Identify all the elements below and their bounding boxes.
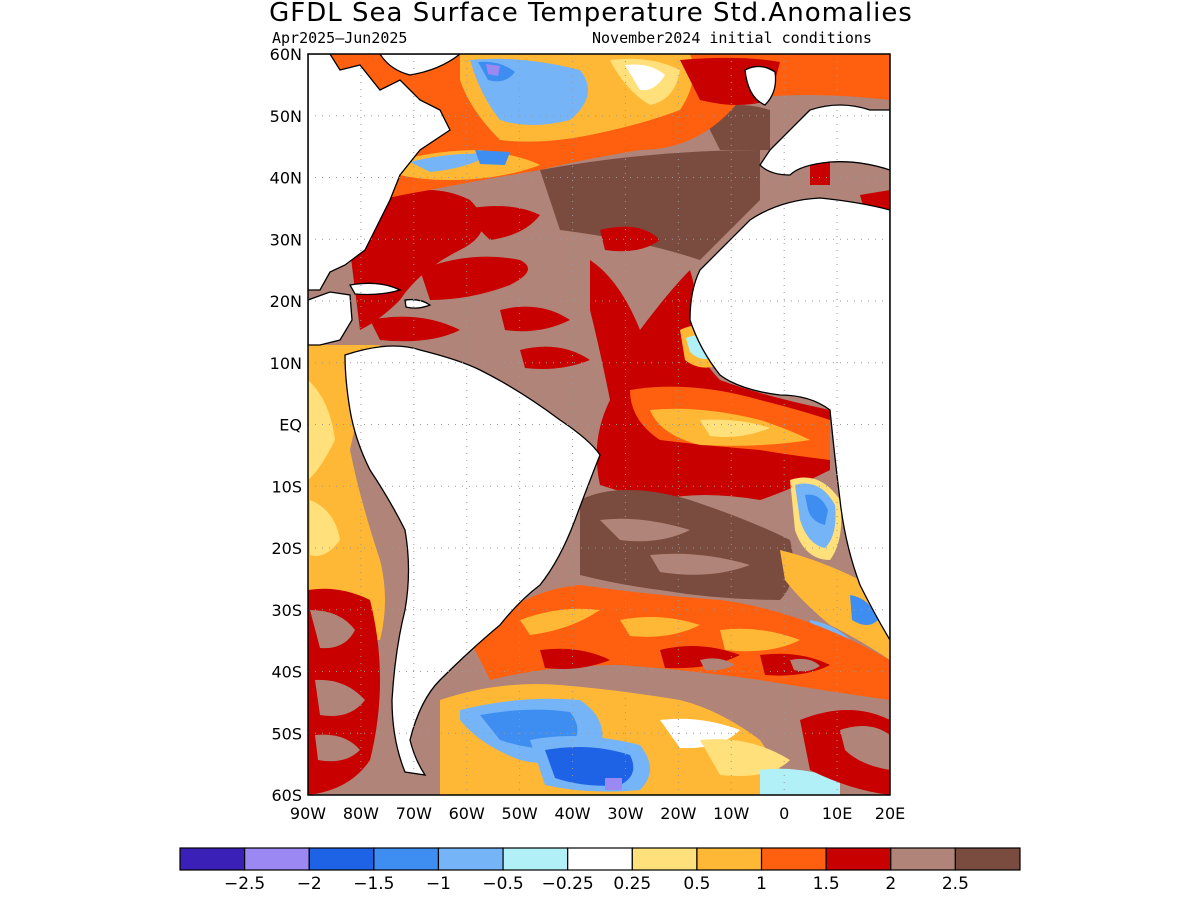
colorbar-swatch [437,847,504,871]
map-title: GFDL Sea Surface Temperature Std.Anomali… [269,0,913,28]
colorbar-swatch [631,847,698,871]
colorbar-swatch [567,847,633,871]
land-masses [308,54,890,776]
colorbar-swatch [890,847,956,871]
latitude-label: 10S [271,477,302,496]
latitude-label: 20S [271,539,302,558]
colorbar-swatch [696,847,763,871]
longitude-label: 50W [502,804,538,823]
colorbar: −2.5 −2 −1.5 −1 −0.5 −0.25 0.25 0.5 1 1.5 2 2.5 [179,847,1021,894]
colorbar-label: −0.5 [482,874,523,894]
colorbar-swatch [308,847,375,871]
anomaly-field [308,54,890,795]
latitude-labels: 60N 50N 40N 30N 20N 10N EQ 10S 20S 30S 40S 50S 60S [270,45,302,805]
colorbar-label: 1 [756,874,767,894]
colorbar-label: −2.5 [224,874,265,894]
longitude-label: 0 [779,804,789,823]
plot-frame [307,53,891,796]
latitude-label: 40S [271,663,302,682]
latitude-label: 40N [270,169,302,188]
colorbar-swatch [502,847,569,871]
colorbar-swatch [954,847,1021,871]
colorbar-swatch [244,847,310,871]
longitude-label: 60W [449,804,485,823]
longitude-label: 30W [607,804,643,823]
colorbar-label: 2.5 [942,874,969,894]
colorbar-swatch [373,847,440,871]
latitude-label: 50S [271,724,302,743]
latitude-label: 20N [270,292,302,311]
longitude-label: 10W [713,804,749,823]
forecast-period: Apr2025–Jun2025 [272,29,408,47]
latitude-label: 30N [270,230,302,249]
colorbar-label: 0.25 [613,874,651,894]
colorbar-swatch [179,847,246,871]
longitude-label: 20W [660,804,696,823]
colorbar-swatch [760,847,827,871]
longitude-label: 10E [822,804,852,823]
latitude-label: 60N [270,45,302,64]
initial-conditions: November2024 initial conditions [592,29,872,47]
colorbar-label: 1.5 [813,874,840,894]
colorbar-swatch [825,847,892,871]
latitude-label: EQ [279,416,302,435]
longitude-label: 20E [875,804,905,823]
longitude-label: 90W [290,804,326,823]
colorbar-label: −1 [426,874,451,894]
colorbar-label: 0.5 [683,874,710,894]
colorbar-label: −2 [297,874,322,894]
longitude-label: 70W [396,804,432,823]
latitude-label: 10N [270,354,302,373]
colorbar-label: −0.25 [542,874,594,894]
colorbar-label: 2 [885,874,896,894]
latitude-label: 50N [270,107,302,126]
longitude-label: 80W [343,804,379,823]
colorbar-label: −1.5 [353,874,394,894]
longitude-labels: 90W 80W 70W 60W 50W 40W 30W 20W 10W 0 10E 20E [290,804,905,823]
longitude-label: 40W [554,804,590,823]
latitude-label: 30S [271,601,302,620]
latitude-label: 60S [271,786,302,805]
